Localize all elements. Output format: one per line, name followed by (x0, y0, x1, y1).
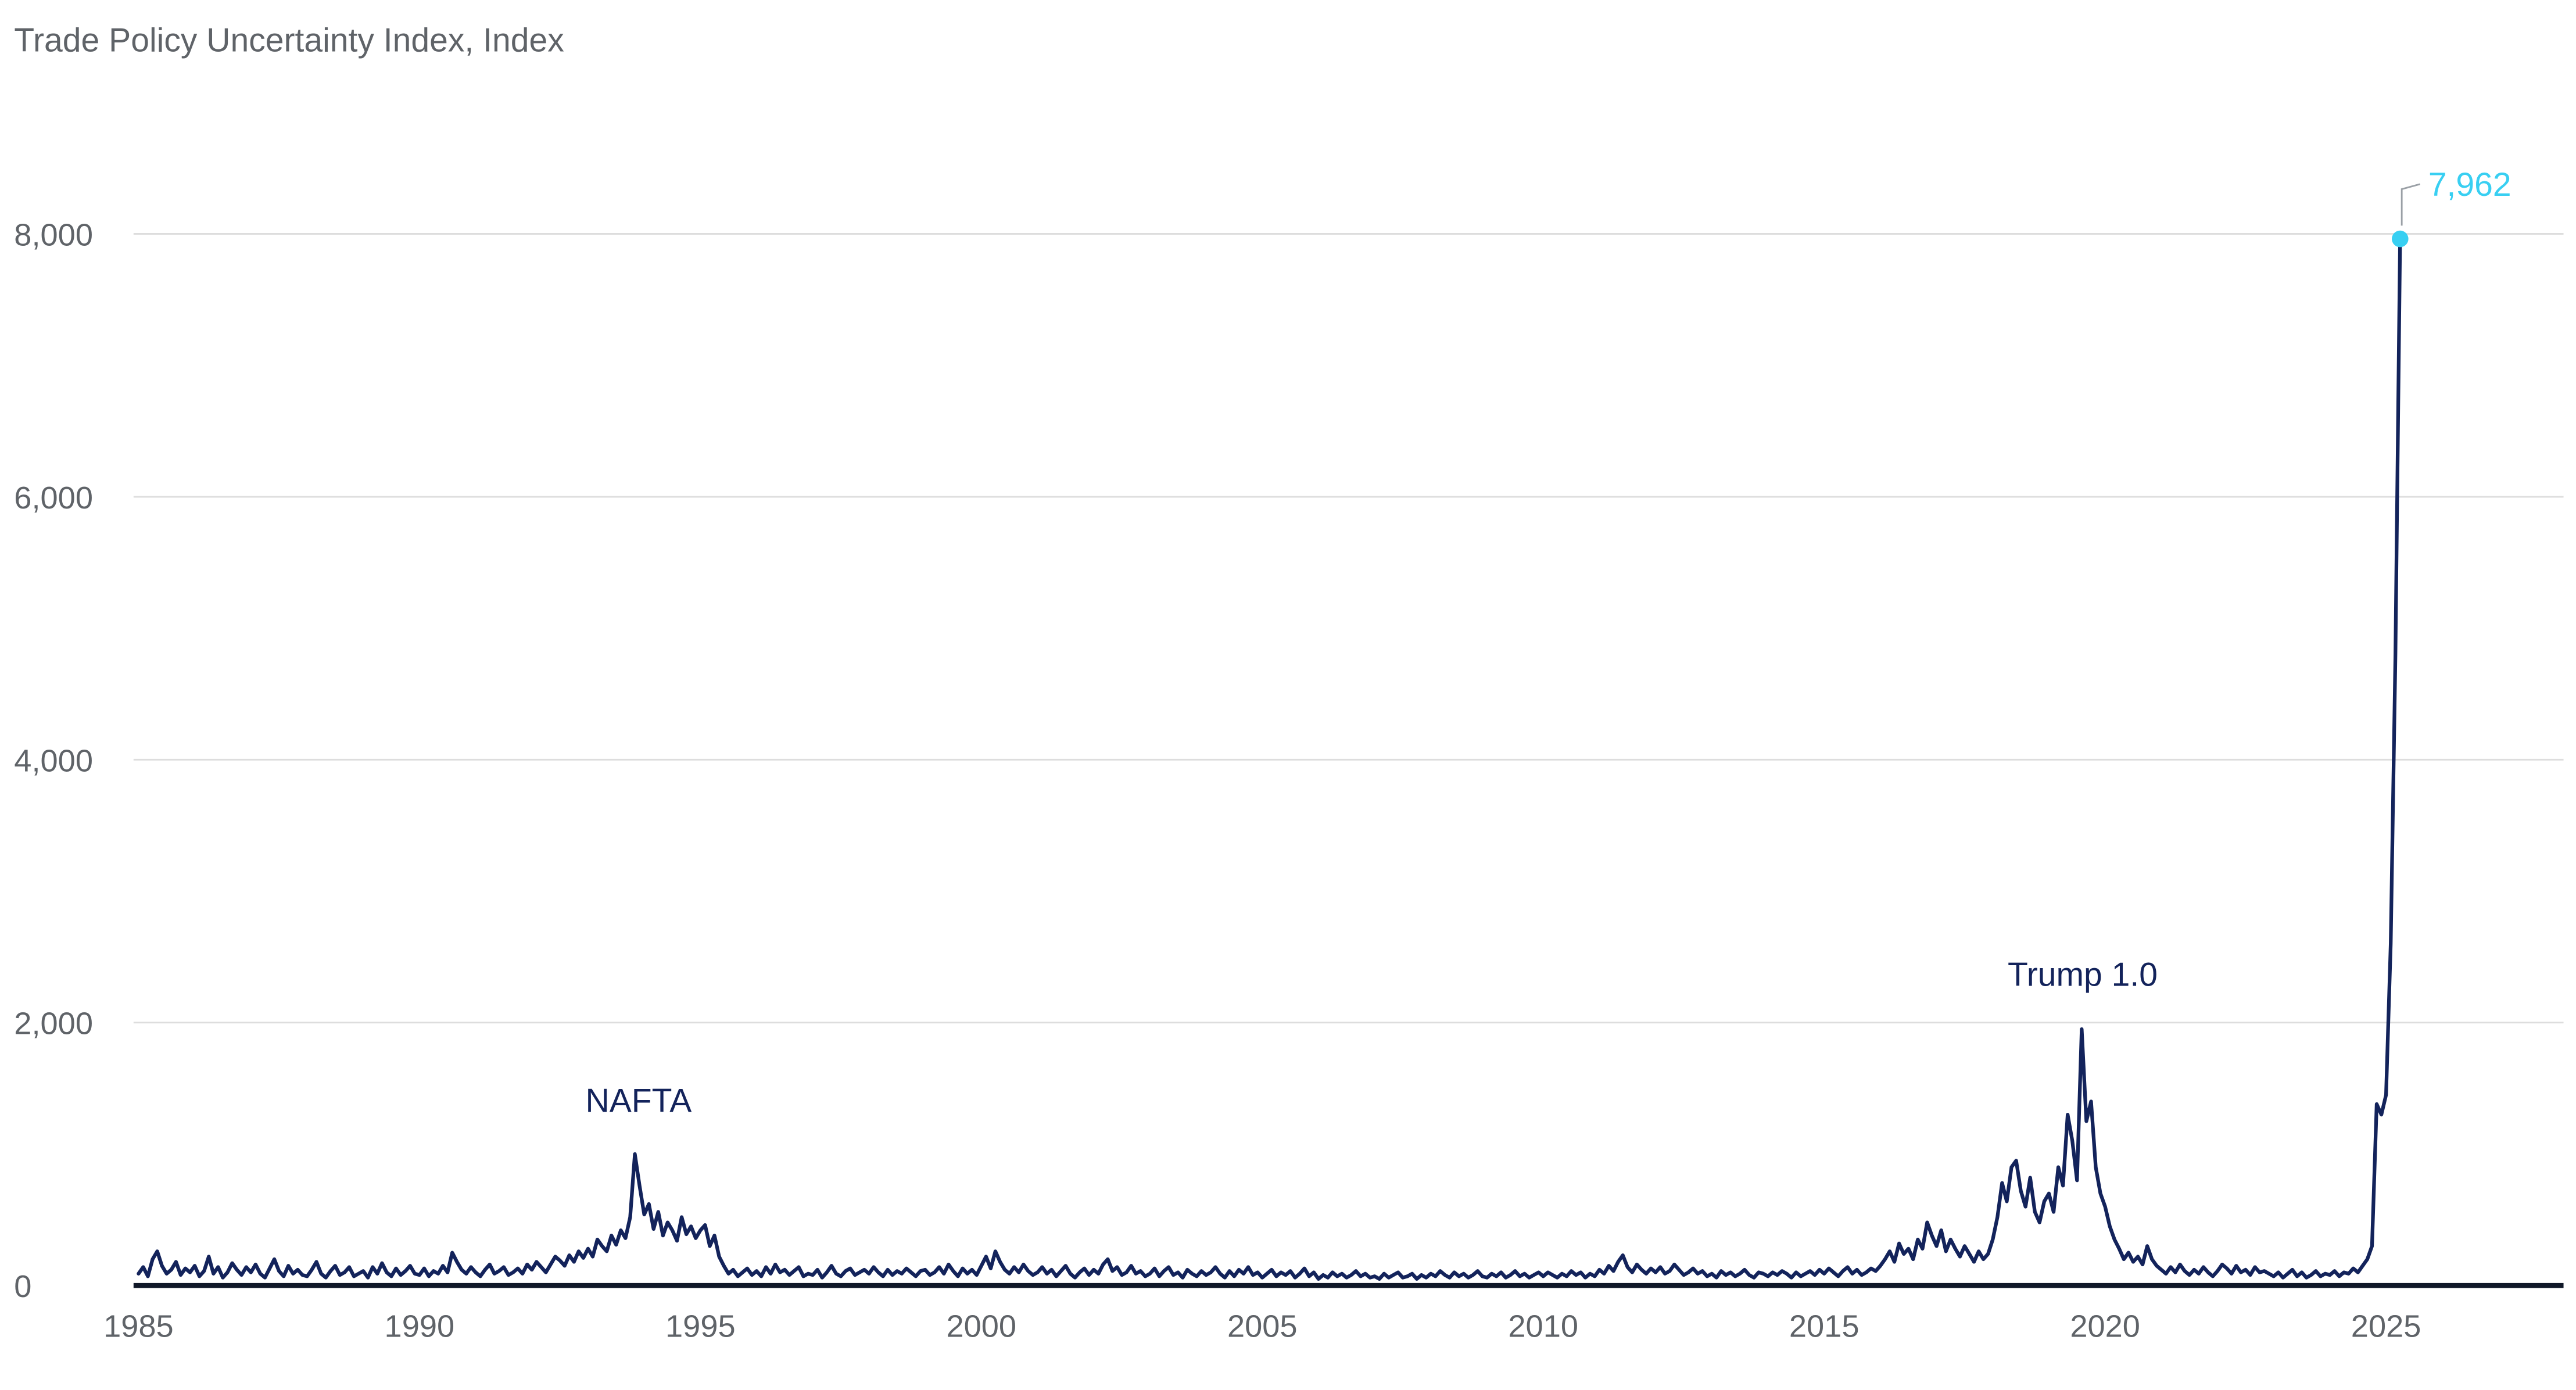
x-tick-label: 2010 (1508, 1309, 1578, 1344)
x-tick-label: 2020 (2070, 1309, 2140, 1344)
annotation-label: NAFTA (586, 1083, 692, 1120)
callout-connector-line (2401, 183, 2420, 226)
x-tick-label: 2005 (1227, 1309, 1298, 1344)
x-tick-label: 2000 (946, 1309, 1016, 1344)
y-tick-label: 6,000 (14, 481, 93, 515)
x-tick-label: 1995 (665, 1309, 736, 1344)
annotation-label: Trump 1.0 (2008, 956, 2158, 993)
series-line (137, 237, 2402, 1281)
y-tick-labels-group: 0 2,000 4,000 6,000 8,000 (14, 217, 93, 1304)
y-tick-label: 2,000 (14, 1006, 93, 1041)
callout-value-label: 7,962 (2428, 166, 2511, 203)
gridlines-group (133, 233, 2564, 1024)
x-tick-label: 1990 (385, 1309, 455, 1344)
x-tick-label: 2015 (1789, 1309, 1860, 1344)
y-tick-label: 0 (14, 1269, 31, 1304)
x-tick-label: 2025 (2351, 1309, 2421, 1344)
x-tick-labels-group: 1985 1990 1995 2000 2005 2010 2015 2020 2025 (103, 1309, 2421, 1344)
endpoint-marker (2392, 230, 2409, 248)
x-tick-label: 1985 (103, 1309, 174, 1344)
annotations-group: NAFTA Trump 1.0 (586, 956, 2158, 1119)
y-tick-label: 8,000 (14, 217, 93, 252)
chart-title: Trade Policy Uncertainty Index, Index (14, 22, 564, 59)
y-tick-label: 4,000 (14, 743, 93, 778)
